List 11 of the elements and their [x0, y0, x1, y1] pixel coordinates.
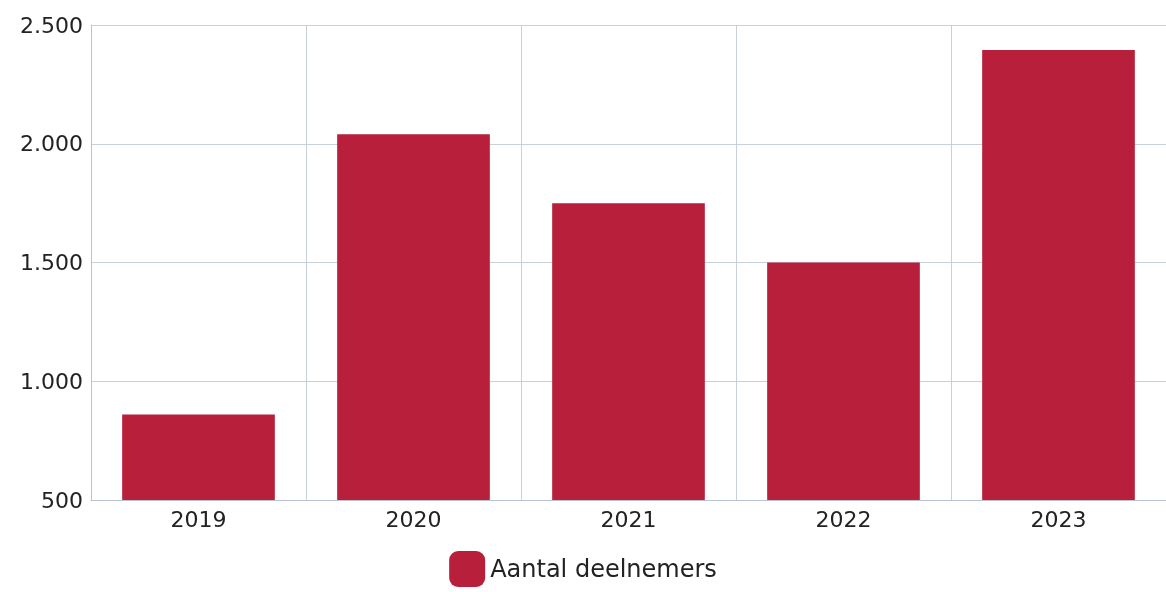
y-tick-label: 2.500 — [20, 12, 83, 38]
y-tick-label: 500 — [41, 487, 83, 513]
x-tick-label: 2021 — [600, 506, 657, 532]
x-tick-label: 2023 — [1030, 506, 1087, 532]
x-tick-label: 2020 — [385, 506, 442, 532]
legend-label: Aantal deelnemers — [490, 555, 717, 583]
y-tick-label: 2.000 — [20, 131, 83, 157]
y-tick-label: 1.000 — [20, 368, 83, 394]
x-tick-label: 2019 — [170, 506, 227, 532]
x-tick-label: 2022 — [815, 506, 872, 532]
y-tick-label: 1.500 — [20, 250, 83, 275]
